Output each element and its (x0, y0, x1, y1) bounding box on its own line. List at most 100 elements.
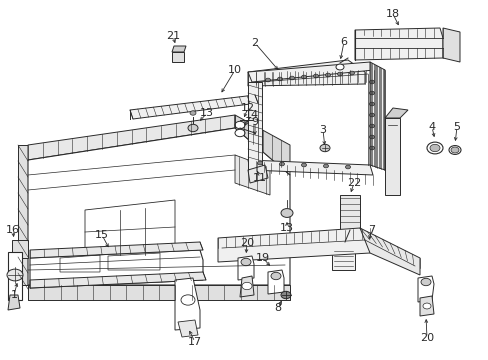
Circle shape (450, 147, 458, 153)
Circle shape (241, 258, 250, 266)
Polygon shape (28, 128, 289, 285)
Text: 16: 16 (6, 225, 20, 235)
Text: 9: 9 (251, 117, 258, 127)
Text: 6: 6 (340, 37, 347, 47)
Circle shape (420, 278, 430, 286)
Circle shape (369, 146, 374, 150)
Text: 13: 13 (280, 223, 293, 233)
Polygon shape (384, 118, 399, 195)
Polygon shape (267, 270, 284, 294)
Circle shape (369, 91, 374, 95)
Circle shape (181, 295, 195, 305)
Text: 8: 8 (274, 303, 281, 313)
Circle shape (270, 272, 281, 280)
Polygon shape (8, 252, 22, 300)
Circle shape (337, 72, 342, 76)
Text: 3: 3 (319, 125, 326, 135)
Polygon shape (339, 195, 359, 230)
Polygon shape (175, 278, 200, 330)
Polygon shape (172, 46, 185, 52)
Polygon shape (442, 28, 459, 62)
Circle shape (422, 303, 430, 309)
Circle shape (369, 80, 374, 84)
Circle shape (335, 64, 343, 70)
Circle shape (235, 121, 244, 129)
Circle shape (325, 73, 330, 77)
Text: 12: 12 (241, 103, 255, 113)
Text: 2: 2 (251, 38, 258, 48)
Circle shape (235, 129, 244, 137)
Polygon shape (18, 145, 28, 285)
Circle shape (448, 145, 460, 154)
Polygon shape (28, 285, 289, 300)
Text: 10: 10 (227, 65, 242, 75)
Polygon shape (238, 256, 253, 280)
Circle shape (279, 162, 284, 166)
Circle shape (242, 282, 251, 290)
Circle shape (281, 291, 290, 299)
Circle shape (301, 163, 306, 167)
Polygon shape (30, 242, 203, 258)
Circle shape (338, 243, 346, 249)
Polygon shape (235, 115, 289, 175)
Circle shape (289, 76, 294, 80)
Polygon shape (247, 82, 262, 170)
Circle shape (426, 142, 442, 154)
Text: 20: 20 (419, 333, 433, 343)
Polygon shape (30, 250, 203, 288)
Text: 19: 19 (255, 253, 269, 263)
Polygon shape (247, 60, 364, 86)
Circle shape (190, 111, 196, 115)
Circle shape (369, 135, 374, 139)
Circle shape (301, 75, 306, 79)
Circle shape (7, 269, 23, 281)
Circle shape (281, 208, 292, 217)
Text: 20: 20 (240, 238, 254, 248)
Circle shape (429, 144, 439, 152)
Polygon shape (417, 276, 433, 302)
Text: 17: 17 (187, 337, 202, 347)
Text: 7: 7 (367, 225, 375, 235)
Polygon shape (247, 160, 372, 175)
Circle shape (369, 124, 374, 128)
Polygon shape (172, 52, 183, 62)
Circle shape (369, 102, 374, 106)
Polygon shape (419, 296, 433, 316)
Polygon shape (384, 108, 407, 118)
Polygon shape (130, 95, 258, 119)
Circle shape (319, 144, 329, 152)
Polygon shape (8, 295, 20, 310)
Polygon shape (331, 248, 354, 270)
Polygon shape (12, 240, 28, 258)
Text: 21: 21 (165, 31, 180, 41)
Text: 1: 1 (10, 290, 18, 300)
Circle shape (349, 71, 354, 75)
Text: 5: 5 (452, 122, 460, 132)
Text: 15: 15 (95, 230, 109, 240)
Polygon shape (369, 62, 384, 170)
Polygon shape (28, 115, 235, 160)
Polygon shape (247, 165, 267, 183)
Polygon shape (178, 320, 198, 337)
Text: 14: 14 (244, 110, 259, 120)
Polygon shape (30, 272, 205, 288)
Text: 18: 18 (385, 9, 399, 19)
Circle shape (323, 164, 328, 168)
Circle shape (257, 161, 262, 165)
Circle shape (369, 113, 374, 117)
Text: 4: 4 (427, 122, 435, 132)
Circle shape (187, 124, 198, 132)
Text: 11: 11 (252, 173, 266, 183)
Polygon shape (240, 276, 253, 297)
Circle shape (345, 165, 350, 169)
Polygon shape (218, 228, 369, 262)
Polygon shape (235, 155, 269, 195)
Text: 22: 22 (346, 178, 360, 188)
Polygon shape (354, 28, 442, 60)
Polygon shape (359, 228, 419, 275)
Text: 13: 13 (200, 108, 214, 118)
Polygon shape (247, 62, 373, 82)
Circle shape (277, 77, 282, 81)
Circle shape (313, 74, 318, 78)
Circle shape (265, 78, 270, 82)
